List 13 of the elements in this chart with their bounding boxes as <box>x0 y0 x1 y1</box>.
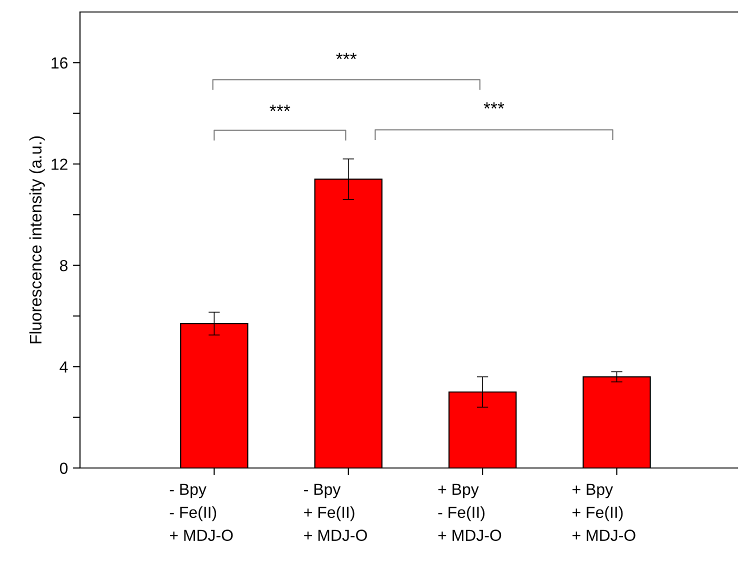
x-tick-label: - Bpy - Fe(II) + MDJ-O <box>170 484 233 541</box>
x-tick-label: + Bpy - Fe(II) + MDJ-O <box>438 484 502 541</box>
y-axis-title: Fluorescence intensity (a.u.) <box>29 136 45 344</box>
annotation: *** <box>270 104 290 112</box>
y-tick-label: 0 <box>60 462 68 474</box>
y-tick-label: 16 <box>52 57 68 69</box>
annotation: *** <box>336 52 357 60</box>
y-tick-label: 12 <box>52 158 68 170</box>
annotation: *** <box>484 102 504 109</box>
y-tick-label: 4 <box>60 361 68 372</box>
y-tick-label: 8 <box>60 260 68 272</box>
x-tick-label: - Bpy + Fe(II) + MDJ-O <box>304 484 367 541</box>
x-tick-label: + Bpy + Fe(II) + MDJ-O <box>572 484 636 541</box>
